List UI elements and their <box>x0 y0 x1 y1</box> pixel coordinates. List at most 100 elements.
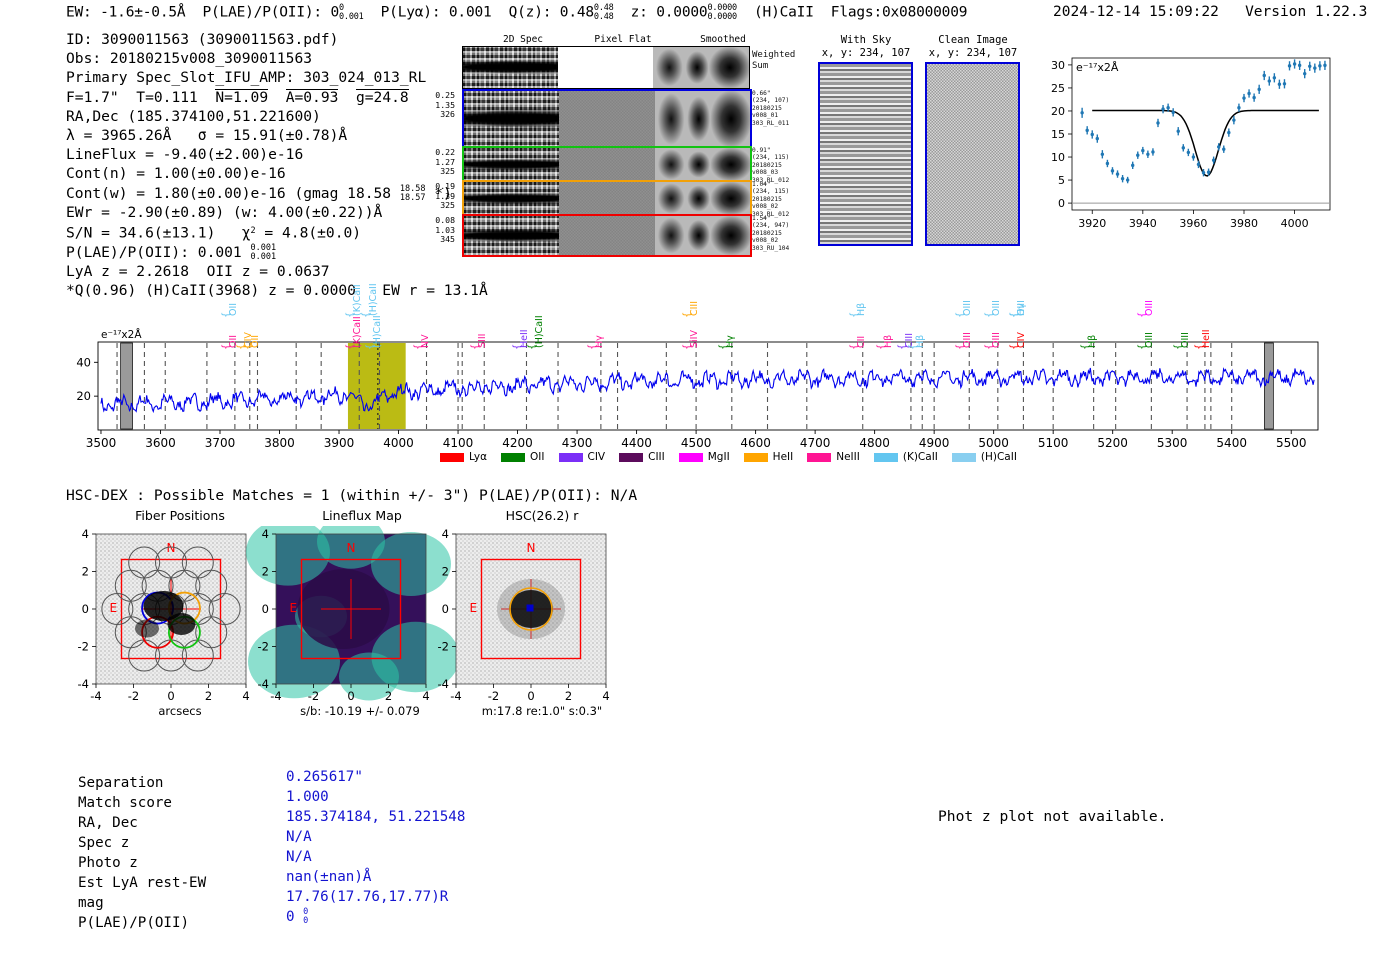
svg-text:5200: 5200 <box>1097 436 1128 450</box>
svg-text:0: 0 <box>82 602 89 616</box>
match-table-values: 0.265617" 1.000 185.374184, 51.221548 N/A N/… <box>286 767 465 927</box>
legend-label: (K)CaII <box>902 451 938 463</box>
svg-text:4: 4 <box>442 527 449 541</box>
svg-text:N: N <box>167 541 176 555</box>
fiber-pixelflat-image <box>559 182 654 215</box>
svg-text:-4: -4 <box>258 677 269 691</box>
fiber-meta-2: 20180215 <box>752 195 782 203</box>
match-value: 17.76(17.76,17.77)R <box>286 889 449 905</box>
fiber-row-metadata: 1.54" (234, 947) 20180215 v008_02 303_RU_104 <box>752 215 789 252</box>
legend-label: Lyα <box>469 451 488 463</box>
spec2d-title-1: Pixel Flat <box>594 34 652 45</box>
fiber-meta-0: 0.91" <box>752 147 771 154</box>
emission-line-brace: { <box>682 343 694 350</box>
fiber-meta-1: (234, 947) <box>752 222 790 230</box>
clean-image <box>925 62 1020 246</box>
header-summary-line: EW: -1.6±-0.5Å P(LAE)/P(OII): 0 0 0.001 P(… <box>66 4 967 21</box>
emission-line-brace: { <box>983 343 995 350</box>
fiber-meta-1: (234, 107) <box>752 97 790 105</box>
legend-item: MgII <box>678 451 730 463</box>
svg-text:e⁻¹⁷x2Å: e⁻¹⁷x2Å <box>1076 61 1119 74</box>
match-label: RA, Dec <box>78 815 138 831</box>
svg-text:4: 4 <box>602 689 609 703</box>
fiber-2dspec-image <box>464 182 559 215</box>
panel-caption-lineflux-map: s/b: -10.19 +/- 0.079 <box>300 704 420 718</box>
svg-text:40: 40 <box>76 355 91 369</box>
match-label: Match score <box>78 795 172 811</box>
ew-value: -1.6±-0.5Å <box>100 4 186 21</box>
apcor-value: A=0.93 <box>285 88 339 106</box>
svg-text:3900: 3900 <box>324 436 355 450</box>
legend-swatch <box>440 452 464 462</box>
spec2d-title-2: Smoothed <box>700 34 746 45</box>
fiber-meta-0: 1.54" <box>752 215 771 222</box>
norm-value: N=1.09 <box>215 88 269 106</box>
info-plae-bounds: 0.001 0.001 <box>250 243 277 262</box>
svg-text:N: N <box>347 541 356 555</box>
svg-text:3940: 3940 <box>1129 217 1157 230</box>
emission-line-brace: { <box>470 343 482 350</box>
svg-text:2: 2 <box>82 565 89 579</box>
svg-text:4200: 4200 <box>502 436 533 450</box>
fiber-pixelflat-image <box>559 91 654 147</box>
match-table-labels: Separation Match score RA, Dec Spec z Photo … <box>78 773 206 933</box>
fiber-stat-0: 0.19 <box>435 181 455 191</box>
cutout-clean-image: Clean Image x, y: 234, 107 <box>925 34 1021 246</box>
svg-text:0: 0 <box>442 602 449 616</box>
svg-text:4: 4 <box>262 527 269 541</box>
fiber-stat-0: 0.08 <box>435 215 455 225</box>
weighted-pixelflat-image <box>558 47 653 88</box>
legend-label: HeII <box>772 451 794 463</box>
info-sn-line: S/N = 34.6(±13.1) χ2 = 4.8(±0.0) <box>66 222 488 243</box>
svg-text:-4: -4 <box>90 689 101 703</box>
spec2d-weighted-row <box>462 46 750 89</box>
emission-line-labels: OII{CIV{OII{(K)CaII{(H)CaII{NV{SIII{HeII… <box>60 262 1330 357</box>
svg-text:-2: -2 <box>78 640 89 654</box>
legend-swatch <box>678 452 703 462</box>
legend-swatch <box>807 452 832 462</box>
svg-text:E: E <box>110 601 118 615</box>
plae-value: 0 <box>330 4 339 21</box>
svg-text:5500: 5500 <box>1276 436 1307 450</box>
fiber-stat-2: 325 <box>440 166 455 177</box>
match-value: N/A <box>286 829 312 845</box>
svg-text:-2: -2 <box>128 689 139 703</box>
svg-text:0: 0 <box>167 689 174 703</box>
emission-line-brace: { <box>365 343 377 350</box>
svg-text:5300: 5300 <box>1157 436 1188 450</box>
fiber-smoothed-image <box>655 182 750 215</box>
emission-line-brace: { <box>243 343 255 350</box>
svg-text:15: 15 <box>1051 128 1065 141</box>
match-value: N/A <box>286 849 312 865</box>
svg-text:4100: 4100 <box>443 436 474 450</box>
svg-text:3700: 3700 <box>205 436 236 450</box>
z-bounds: 0.0000 0.0000 <box>707 3 737 22</box>
legend-label: CIII <box>648 451 665 463</box>
svg-text:5000: 5000 <box>978 436 1009 450</box>
svg-text:4: 4 <box>422 689 429 703</box>
fiber-stat-0: 0.25 <box>435 90 455 100</box>
version-label: Version 1.22.3 <box>1245 4 1368 20</box>
legend-label: OII <box>530 451 545 463</box>
cutout-with-sky-coords: x, y: 234, 107 <box>821 46 911 59</box>
z-value: 0.0000 <box>656 4 708 21</box>
detection-info-block: ID: 3090011563 (3090011563.pdf) Obs: 201… <box>66 30 488 301</box>
svg-text:3500: 3500 <box>86 436 117 450</box>
emission-line-brace: { <box>983 311 995 318</box>
svg-text:2: 2 <box>385 689 392 703</box>
svg-text:4: 4 <box>242 689 249 703</box>
svg-text:4400: 4400 <box>621 436 652 450</box>
ew-label: EW: <box>66 4 92 21</box>
plya-label: P(Lyα): <box>380 4 441 21</box>
fiber-stat-2: 345 <box>440 234 455 245</box>
throughput-value: T=0.111 <box>136 88 198 106</box>
fiber-stat-2: 326 <box>440 109 455 120</box>
match-value: nan(±nan)Å <box>286 869 372 885</box>
emission-line-brace: { <box>848 343 860 350</box>
legend-swatch <box>619 452 644 462</box>
fiber-meta-3: v008_02 <box>752 203 779 211</box>
emission-line-brace: { <box>220 343 232 350</box>
legend-label: CIV <box>587 451 606 463</box>
svg-text:2: 2 <box>442 565 449 579</box>
svg-text:-4: -4 <box>270 689 281 703</box>
